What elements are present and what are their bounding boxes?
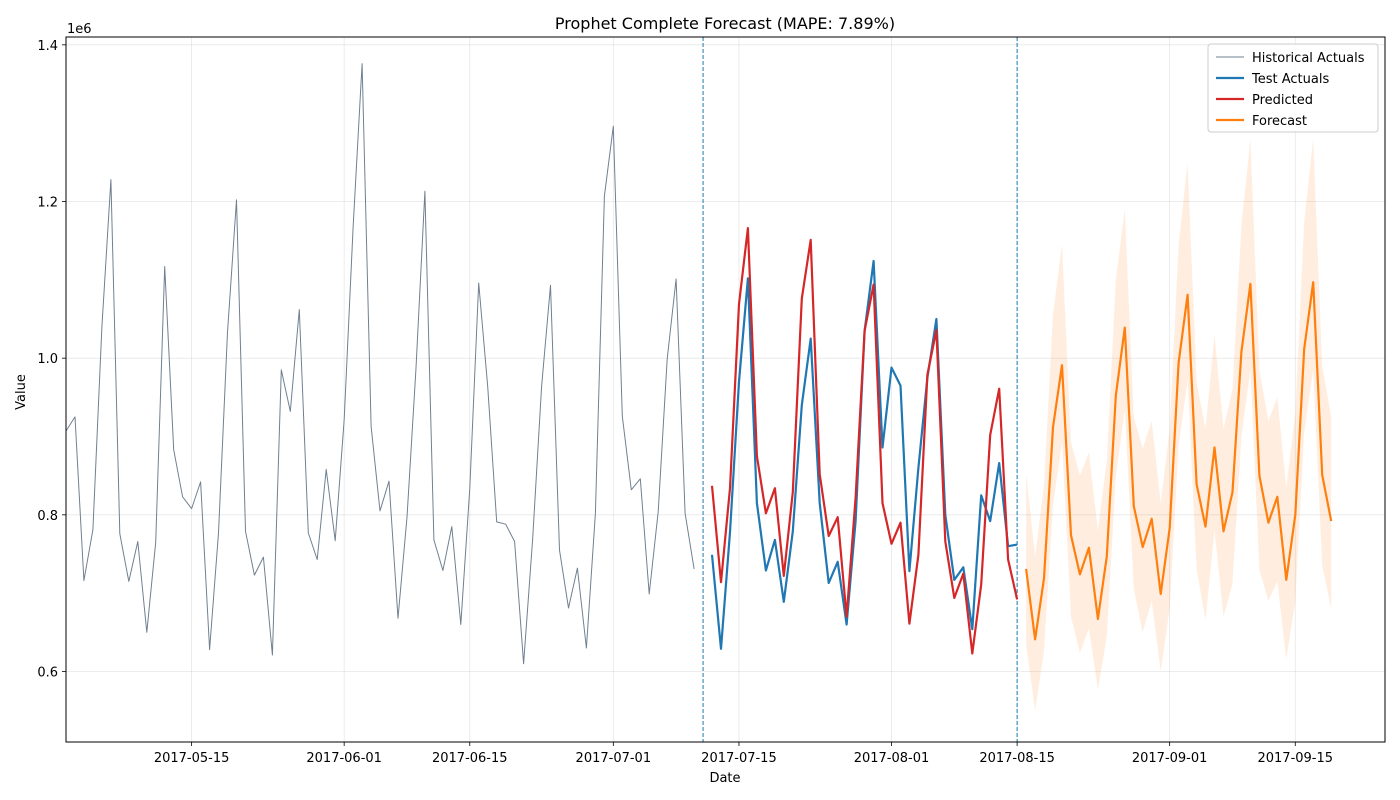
plot-frame — [65, 36, 1386, 743]
x-tick-label: 2017-08-01 — [854, 751, 930, 766]
legend-label: Forecast — [1252, 114, 1307, 129]
y-tick-label: 0.6 — [37, 666, 58, 681]
y-tick-label: 1.0 — [37, 352, 58, 367]
x-tick-label: 2017-05-15 — [154, 751, 230, 766]
series-line-historical-actuals — [65, 63, 695, 665]
y-axis-offset-label: 1e6 — [67, 22, 92, 37]
x-tick-label: 2017-09-01 — [1132, 751, 1208, 766]
chart-title: Prophet Complete Forecast (MAPE: 7.89%) — [555, 14, 895, 33]
x-tick-label: 2017-06-15 — [432, 751, 508, 766]
series-line-predicted — [710, 227, 1019, 655]
forecast-uncertainty-band — [1026, 138, 1332, 711]
legend: Historical Actuals Test Actuals Predicted F… — [1207, 43, 1379, 133]
legend-label: Predicted — [1252, 93, 1313, 108]
forecast-band-area — [1026, 138, 1332, 711]
x-tick-label: 2017-07-01 — [576, 751, 652, 766]
series-lines — [65, 63, 1333, 665]
grid-lines — [66, 37, 1385, 742]
x-tick-label: 2017-08-15 — [979, 751, 1055, 766]
legend-label: Test Actuals — [1251, 72, 1329, 87]
legend-box — [1207, 43, 1379, 133]
y-tick-label: 0.8 — [37, 509, 58, 524]
y-axis-label: Value — [14, 374, 29, 410]
y-tick-label: 1.2 — [37, 196, 58, 211]
x-tick-label: 2017-07-15 — [701, 751, 777, 766]
x-tick-label: 2017-09-15 — [1257, 751, 1333, 766]
y-tick-label: 1.4 — [37, 39, 58, 54]
x-tick-label: 2017-06-01 — [306, 751, 382, 766]
series-line-forecast — [1025, 281, 1333, 641]
x-axis-ticks: 2017-05-15 2017-06-01 2017-06-15 2017-07-01… — [154, 742, 1333, 766]
y-axis-ticks: 0.6 0.8 1.0 1.2 1.4 — [37, 39, 66, 681]
legend-label: Historical Actuals — [1252, 51, 1365, 66]
split-markers — [702, 37, 1018, 742]
x-axis-label: Date — [709, 771, 740, 786]
